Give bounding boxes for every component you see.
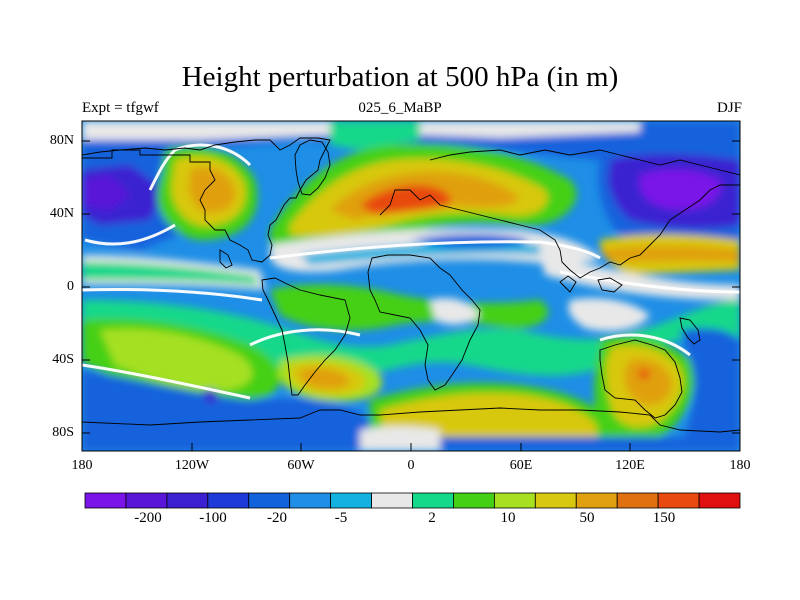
contour-field [82, 121, 740, 451]
colorbar-swatch [493, 492, 536, 509]
colorbar-swatch [371, 492, 413, 509]
x-tick-label: 60E [509, 458, 533, 473]
continent-outlines [82, 137, 740, 433]
colorbar-swatch [207, 492, 250, 509]
colorbar-label: -200 [134, 510, 162, 526]
period-label: 025_6_MaBP [358, 100, 442, 116]
tick-marks [81, 140, 741, 451]
colorbar-label: 150 [652, 510, 676, 526]
x-tick-label: 180 [729, 458, 751, 473]
experiment-label: Expt = tfgwf [82, 100, 159, 116]
y-tick-label: 0 [67, 279, 74, 294]
colorbar [84, 492, 741, 509]
colorbar-label: -20 [267, 510, 287, 526]
colorbar-label: -100 [199, 510, 227, 526]
colorbar-swatch [575, 492, 618, 509]
colorbar-swatch [125, 492, 168, 509]
map-title: Height perturbation at 500 hPa (in m) [181, 61, 619, 93]
colorbar-label: 10 [500, 510, 516, 526]
x-tick-label: 0 [407, 458, 415, 473]
colorbar-swatch [534, 492, 577, 509]
colorbar-label: 2 [428, 510, 436, 526]
colorbar-swatch [289, 492, 332, 509]
y-tick-label: 80S [52, 425, 74, 440]
colorbar-swatch [698, 492, 741, 509]
x-tick-label: 120W [174, 458, 210, 473]
x-tick-label: 120E [615, 458, 645, 473]
colorbar-swatch [84, 492, 127, 509]
y-tick-label: 40N [49, 206, 74, 221]
colorbar-label: -5 [334, 510, 348, 526]
colorbar-swatch [166, 492, 209, 509]
colorbar-swatch [412, 492, 454, 509]
x-tick-label: 60W [287, 458, 315, 473]
colorbar-swatch [453, 492, 495, 509]
colorbar-swatch [657, 492, 700, 509]
x-tick-label: 180 [71, 458, 93, 473]
y-tick-label: 80N [49, 133, 74, 148]
colorbar-swatch [616, 492, 659, 509]
y-tick-label: 40S [52, 352, 74, 367]
colorbar-swatch [330, 492, 372, 509]
season-label: DJF [716, 100, 742, 116]
colorbar-swatch [248, 492, 291, 509]
colorbar-label: 50 [579, 510, 595, 526]
